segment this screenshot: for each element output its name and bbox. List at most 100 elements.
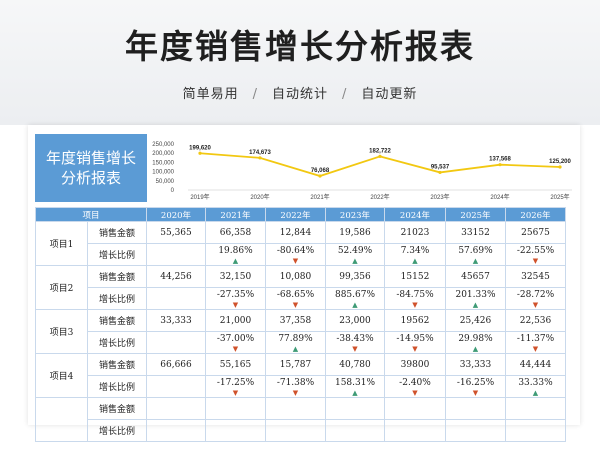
page-title: 年度销售增长分析报表	[125, 27, 475, 66]
growth-percent: -17.25%	[216, 377, 255, 388]
sales-value-cell[interactable]: 55,165	[205, 353, 266, 376]
sales-row: 项目3 销售金额 33,333 21,000 37,358 23,000 19562 25,4…	[35, 309, 566, 354]
sales-value-cell[interactable]	[146, 397, 206, 420]
project-name-cell[interactable]: 项目4	[35, 353, 88, 398]
up-arrow-icon: ▲	[472, 344, 479, 353]
sales-value-cell[interactable]: 19,586	[325, 221, 385, 244]
growth-label-cell[interactable]: 增长比例	[87, 287, 147, 310]
growth-value-cell[interactable]: -2.40% ▼	[384, 375, 446, 398]
growth-value-cell[interactable]: -71.38% ▼	[265, 375, 326, 398]
sales-value-cell[interactable]	[265, 397, 326, 420]
sales-value-cell[interactable]: 66,358	[205, 221, 266, 244]
growth-value-cell[interactable]: -14.95% ▼	[384, 331, 446, 354]
empty-arrow-slot	[207, 427, 265, 435]
empty-arrow-slot	[148, 251, 205, 259]
growth-value-cell[interactable]: 158.31% ▲	[325, 375, 385, 398]
sales-value-cell[interactable]	[205, 397, 266, 420]
sales-value-cell[interactable]: 55,365	[146, 221, 206, 244]
growth-value-cell[interactable]: 52.49% ▲	[325, 243, 385, 266]
project-name-cell[interactable]: 项目2	[35, 265, 88, 310]
sales-value-cell[interactable]: 21023	[384, 221, 446, 244]
sales-value-cell[interactable]: 22,536	[505, 309, 566, 332]
data-label: 137,568	[489, 157, 511, 163]
sales-value-cell[interactable]: 12,844	[265, 221, 326, 244]
sales-value-cell[interactable]: 25,426	[445, 309, 506, 332]
growth-label-cell[interactable]: 增长比例	[87, 375, 147, 398]
growth-value-cell[interactable]: 201.33% ▲	[445, 287, 506, 310]
up-arrow-icon: ▲	[412, 256, 418, 265]
growth-value-cell[interactable]: 29.98% ▲	[445, 331, 506, 354]
growth-value-cell[interactable]: 77.89% ▲	[265, 331, 326, 354]
growth-value-cell[interactable]	[505, 419, 566, 442]
growth-value-cell[interactable]: 33.33% ▲	[505, 375, 566, 398]
growth-value-cell[interactable]: 885.67% ▲	[325, 287, 385, 310]
growth-value-cell[interactable]: 57.69% ▲	[445, 243, 506, 266]
sales-value-cell[interactable]: 19562	[384, 309, 446, 332]
growth-value-cell[interactable]: -16.25% ▼	[445, 375, 506, 398]
growth-value-cell[interactable]: 19.86% ▲	[205, 243, 266, 266]
sales-value-cell[interactable]: 21,000	[205, 309, 266, 332]
growth-value-cell[interactable]	[205, 419, 266, 442]
sales-line-chart[interactable]: 250,000 200,000 150,000 100,000 50,000 0 2019年…	[150, 132, 580, 204]
sales-value-cell[interactable]: 33,333	[146, 309, 206, 332]
sales-label-cell[interactable]: 销售金额	[87, 265, 147, 288]
sales-value-cell[interactable]: 23,000	[325, 309, 385, 332]
growth-value-cell[interactable]	[384, 419, 446, 442]
growth-label-cell[interactable]: 增长比例	[87, 243, 147, 266]
sales-value-cell[interactable]: 45657	[445, 265, 506, 288]
growth-value-cell[interactable]	[146, 419, 206, 442]
growth-value-cell[interactable]: -84.75% ▼	[384, 287, 446, 310]
growth-value-cell[interactable]	[146, 243, 206, 266]
growth-value-cell[interactable]	[325, 419, 385, 442]
sales-value-cell[interactable]: 44,256	[146, 265, 206, 288]
project-name-cell[interactable]: 项目1	[35, 221, 88, 266]
sales-label-cell[interactable]: 销售金额	[87, 353, 147, 376]
sales-value-cell[interactable]: 66,666	[146, 353, 206, 376]
growth-value-cell[interactable]	[146, 375, 206, 398]
growth-value-cell[interactable]: -68.65% ▼	[265, 287, 326, 310]
sales-value-cell[interactable]: 33,333	[445, 353, 506, 376]
sales-value-cell[interactable]: 44,444	[505, 353, 566, 376]
x-tick-label: 2021年	[310, 193, 329, 201]
sales-value-cell[interactable]: 40,780	[325, 353, 385, 376]
down-arrow-icon: ▼	[292, 388, 299, 397]
sales-value-cell[interactable]: 32545	[505, 265, 566, 288]
growth-label-cell[interactable]: 增长比例	[87, 331, 147, 354]
sales-value-cell[interactable]: 33152	[445, 221, 506, 244]
col-header-year: 2026年	[505, 207, 566, 222]
report-title-cell[interactable]: 年度销售增长分析报表	[35, 134, 147, 202]
growth-value-cell[interactable]	[445, 419, 506, 442]
sales-value-cell[interactable]: 37,358	[265, 309, 326, 332]
sales-label-cell[interactable]: 销售金额	[87, 221, 147, 244]
sales-value-cell[interactable]	[445, 397, 506, 420]
sales-value-cell[interactable]	[505, 397, 566, 420]
project-name-cell[interactable]: 项目3	[35, 309, 88, 354]
growth-value-cell[interactable]: -11.37% ▼	[505, 331, 566, 354]
sales-value-cell[interactable]	[325, 397, 385, 420]
growth-value-cell[interactable]: -22.55% ▼	[505, 243, 566, 266]
project-name-cell[interactable]	[35, 397, 88, 442]
growth-value-cell[interactable]	[146, 287, 206, 310]
growth-value-cell[interactable]: -28.72% ▼	[505, 287, 566, 310]
data-point	[558, 165, 562, 169]
sales-value-cell[interactable]: 10,080	[265, 265, 326, 288]
data-label: 199,620	[189, 145, 211, 151]
sales-value-cell[interactable]: 15152	[384, 265, 446, 288]
growth-value-cell[interactable]	[265, 419, 326, 442]
sales-value-cell[interactable]: 32,150	[205, 265, 266, 288]
growth-value-cell[interactable]: -17.25% ▼	[205, 375, 266, 398]
growth-value-cell[interactable]: -80.64% ▼	[265, 243, 326, 266]
growth-value-cell[interactable]: -27.35% ▼	[205, 287, 266, 310]
growth-value-cell[interactable]: -38.43% ▼	[325, 331, 385, 354]
sales-value-cell[interactable]: 15,787	[265, 353, 326, 376]
sales-value-cell[interactable]: 39800	[384, 353, 446, 376]
growth-value-cell[interactable]	[146, 331, 206, 354]
growth-value-cell[interactable]: 7.34% ▲	[384, 243, 446, 266]
sales-label-cell[interactable]: 销售金额	[87, 397, 147, 420]
growth-label-cell[interactable]: 增长比例	[87, 419, 147, 442]
sales-label-cell[interactable]: 销售金额	[87, 309, 147, 332]
sales-value-cell[interactable]	[384, 397, 446, 420]
sales-value-cell[interactable]: 99,356	[325, 265, 385, 288]
sales-value-cell[interactable]: 25675	[505, 221, 566, 244]
growth-value-cell[interactable]: -37.00% ▼	[205, 331, 266, 354]
